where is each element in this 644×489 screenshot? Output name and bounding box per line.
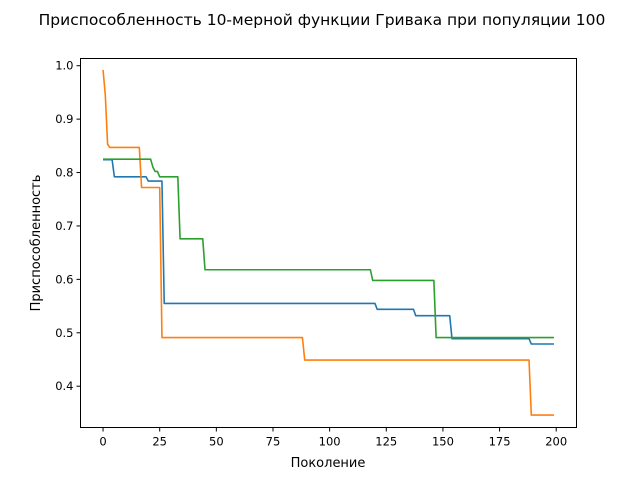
series-line-1 <box>103 158 554 345</box>
x-tick-label: 75 <box>266 435 281 449</box>
x-tick-label: 150 <box>432 435 454 449</box>
x-tick-label: 50 <box>209 435 224 449</box>
x-tick-label: 175 <box>489 435 511 449</box>
y-tick-label: 0.9 <box>55 112 73 126</box>
x-tick-label: 125 <box>375 435 397 449</box>
y-axis-label: Приспособленность <box>29 175 44 312</box>
x-axis: 0 25 50 75 100 125 150 175 200 <box>99 427 567 449</box>
plot-area-frame <box>80 58 577 428</box>
x-tick-label: 100 <box>319 435 341 449</box>
x-tick-label: 25 <box>152 435 167 449</box>
x-tick-label: 0 <box>99 435 106 449</box>
y-axis: 0.4 0.5 0.6 0.7 0.8 0.9 1.0 <box>55 59 81 393</box>
y-tick-label: 1.0 <box>55 59 73 73</box>
y-tick-label: 0.4 <box>55 379 73 393</box>
series-line-2 <box>102 69 554 416</box>
series-line-3 <box>103 158 554 339</box>
x-tick-label: 200 <box>545 435 567 449</box>
chart-title: Приспособленность 10-мерной функции Грив… <box>39 11 606 29</box>
y-tick-label: 0.8 <box>55 166 73 180</box>
x-axis-label: Поколение <box>291 456 366 471</box>
y-tick-label: 0.6 <box>55 272 73 286</box>
series-layer <box>102 69 554 416</box>
y-tick-label: 0.7 <box>55 219 73 233</box>
y-tick-label: 0.5 <box>55 326 73 340</box>
